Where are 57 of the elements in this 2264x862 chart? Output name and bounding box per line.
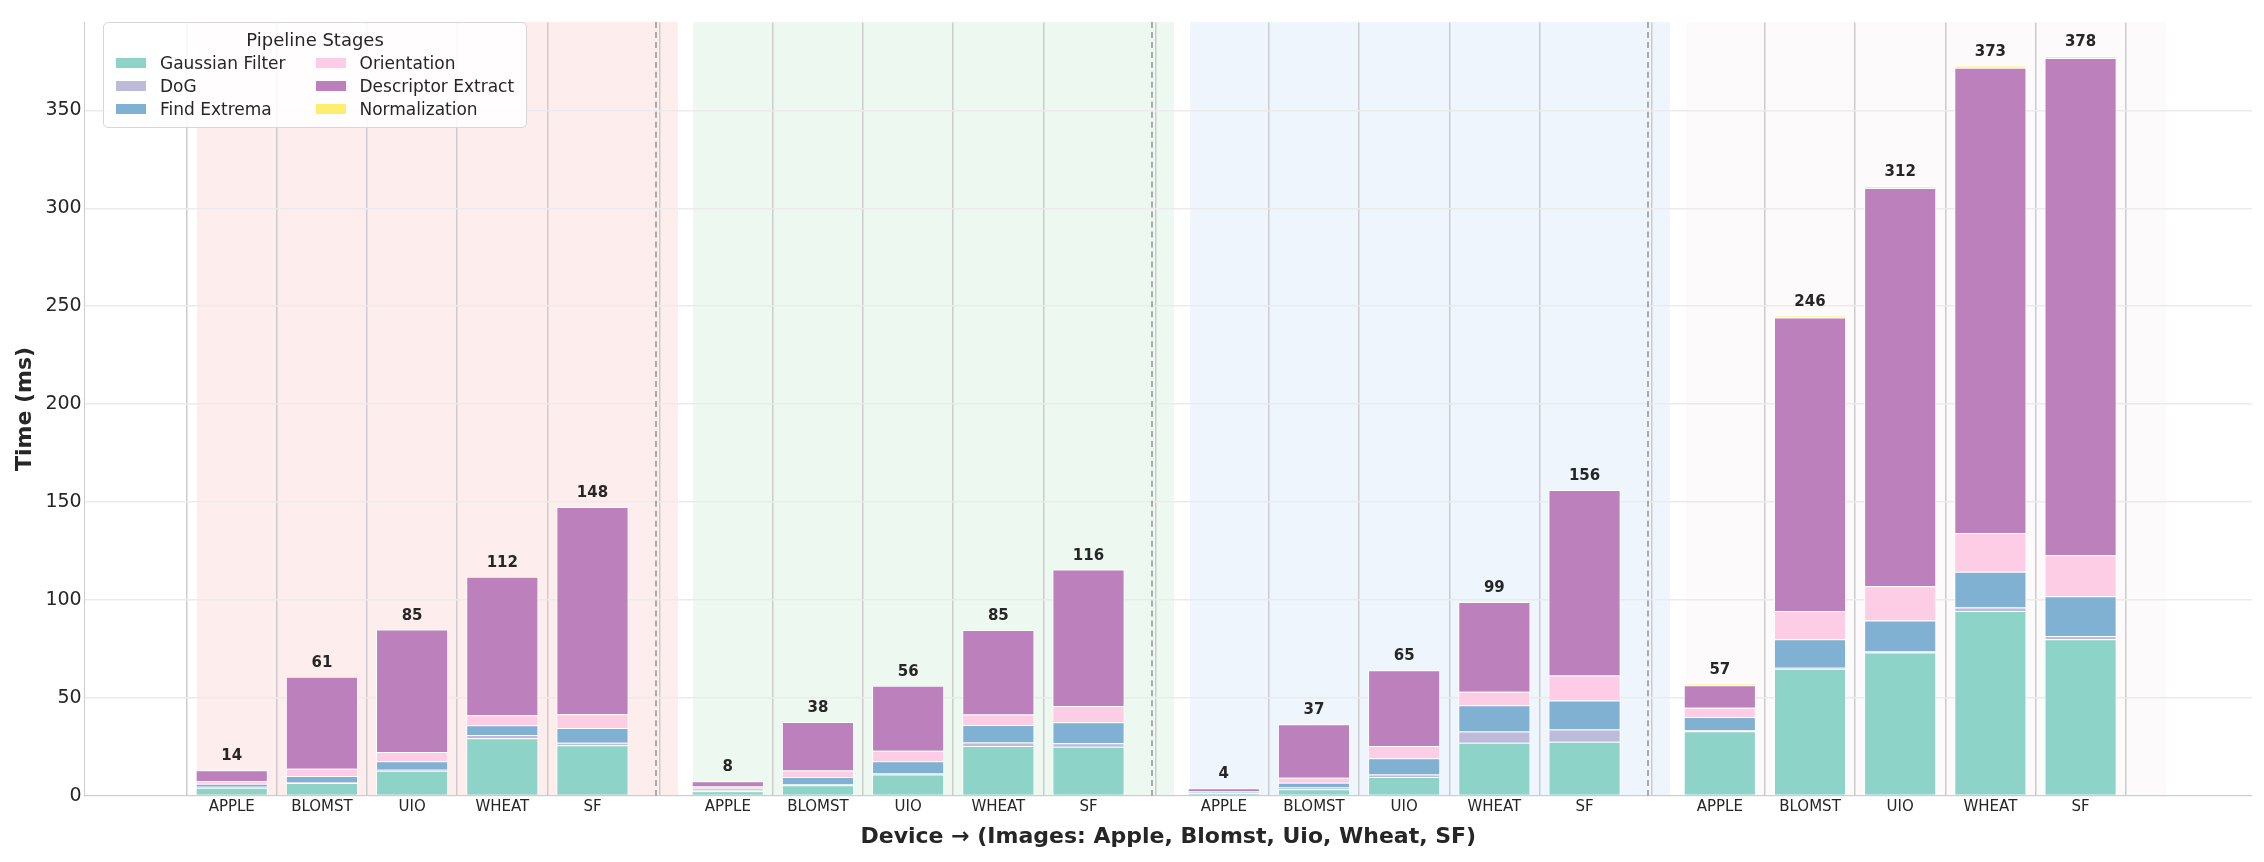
y-tick-label: 250 [45,293,82,316]
total-label: 373 [1974,41,2007,60]
total-label: 37 [1303,700,1325,719]
total-label: 61 [311,652,333,671]
legend-label: Orientation [359,53,456,73]
y-tick-label: 300 [45,195,82,218]
total-label: 65 [1393,646,1415,665]
total-label: 112 [486,552,518,571]
legend-label: Gaussian Filter [160,53,286,73]
total-label: 246 [1794,292,1826,311]
total-label: 56 [897,661,919,680]
y-tick-label: 150 [45,488,82,511]
total-label: 38 [807,698,829,716]
total-label: 85 [401,605,423,624]
legend-label: Descriptor Extract [359,76,515,96]
legend-label: DoG [160,76,197,96]
x-tick-label: WHEAT [1467,797,1523,816]
x-tick-label: UIO [1886,797,1914,816]
x-tick-label: APPLE [704,797,751,816]
x-tick-label: WHEAT [971,797,1027,816]
x-tick-label: SF [583,797,602,816]
y-tick-label: 0 [69,782,82,805]
x-axis-title: Device → (Images: Apple, Blomst, Uio, Wheat, SF) [860,822,1477,848]
x-tick-label: BLOMST [1283,797,1346,816]
y-tick-label: 350 [45,97,82,120]
x-tick-label: WHEAT [1963,797,2019,816]
total-label: 312 [1884,162,1916,181]
total-label: 4 [1218,764,1230,783]
total-label: 14 [221,746,243,765]
x-tick-label: UIO [1390,797,1418,816]
x-tick-label: BLOMST [787,797,850,816]
total-label: 148 [576,483,609,502]
x-tick-label: BLOMST [291,797,354,816]
legend-label: Normalization [359,99,478,119]
x-tick-label: WHEAT [475,797,531,816]
x-tick-label: BLOMST [1779,797,1842,816]
x-tick-label: SF [1079,797,1098,816]
x-tick-label: UIO [398,797,426,816]
total-label: 57 [1709,660,1731,679]
x-tick-label: UIO [894,797,922,816]
y-tick-label: 50 [57,684,82,707]
total-label: 116 [1072,545,1105,564]
y-tick-label: 200 [45,391,82,414]
total-label: 8 [722,757,733,776]
legend-label: Find Extrema [160,99,272,119]
y-tick-label: 100 [45,586,82,609]
total-label: 85 [987,606,1009,624]
x-tick-label: APPLE [208,797,255,816]
total-label: 99 [1483,578,1505,597]
total-label: 156 [1568,466,1601,485]
x-tick-label: SF [2071,797,2090,816]
x-tick-label: SF [1575,797,1594,816]
total-label: 378 [2064,32,2097,51]
y-axis-title: Time (ms) [10,346,36,472]
x-tick-label: APPLE [1200,797,1247,816]
legend-title: Pipeline Stages [245,29,385,50]
x-tick-label: APPLE [1696,797,1743,816]
